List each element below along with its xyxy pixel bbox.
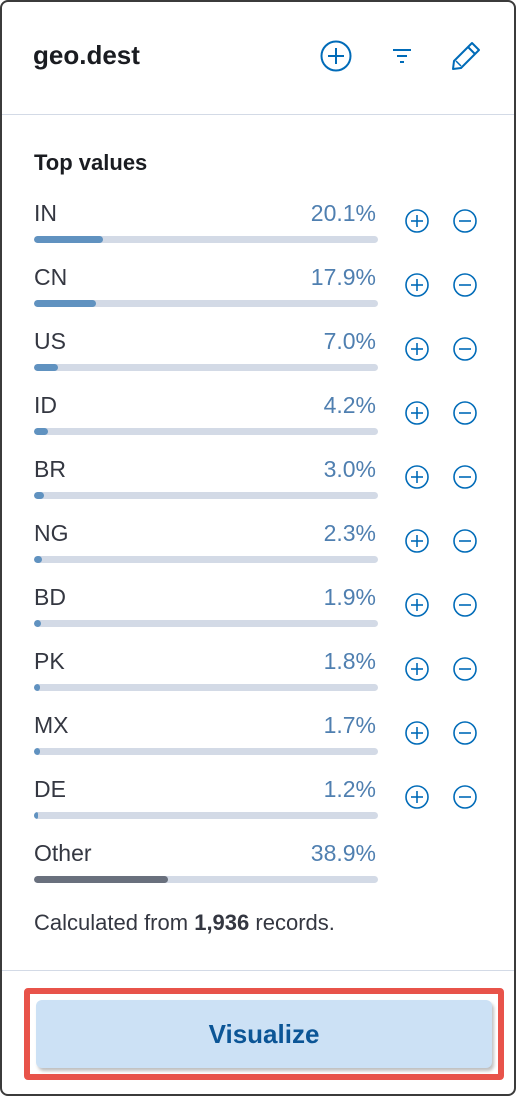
value-percent: 3.0% [323,456,376,482]
value-percent: 17.9% [310,264,376,290]
filter-for-value-button[interactable] [404,208,430,234]
filter-out-value-button[interactable] [452,272,478,298]
top-value-row: ID 4.2% [2,392,514,456]
filter-for-value-button[interactable] [404,336,430,362]
value-bar-track [34,236,378,243]
value-bar-track [34,428,378,435]
filter-out-value-button[interactable] [452,208,478,234]
filter-out-value-button[interactable] [452,656,478,682]
filter-button[interactable] [384,38,420,74]
filter-for-value-button[interactable] [404,592,430,618]
popover-header: geo.dest [2,2,514,115]
other-values-row: Other 38.9% [2,840,514,904]
filter-out-value-button[interactable] [452,336,478,362]
value-percent: 1.7% [323,712,376,738]
top-value-row: PK 1.8% [2,648,514,712]
top-value-row: US 7.0% [2,328,514,392]
value-percent: 1.8% [323,648,376,674]
filter-out-value-button[interactable] [452,720,478,746]
top-value-row: BR 3.0% [2,456,514,520]
filter-out-value-button[interactable] [452,528,478,554]
value-bar-track [34,556,378,563]
value-label: US [34,328,66,354]
value-bar-track [34,300,378,307]
value-label: IN [34,200,57,226]
value-bar-track [34,364,378,371]
popover-footer [2,970,514,1094]
top-value-row: DE 1.2% [2,776,514,840]
top-values-title: Top values [34,150,148,175]
value-bar-track [34,748,378,755]
footnote-prefix: Calculated from [34,910,189,935]
filter-for-value-button[interactable] [404,784,430,810]
top-value-row: CN 17.9% [2,264,514,328]
edit-field-button[interactable] [448,38,484,74]
records-footnote: Calculated from 1,936 records. [34,910,335,936]
value-label: NG [34,520,69,546]
filter-for-value-button[interactable] [404,720,430,746]
top-value-row: MX 1.7% [2,712,514,776]
filter-out-value-button[interactable] [452,400,478,426]
field-name: geo.dest [33,40,140,70]
value-bar-fill [34,620,41,627]
value-percent: 7.0% [323,328,376,354]
value-bar-track [34,620,378,627]
value-label: CN [34,264,68,290]
value-bar-track [34,492,378,499]
value-bar-fill [34,684,40,691]
filter-for-value-button[interactable] [404,528,430,554]
top-value-row: NG 2.3% [2,520,514,584]
filter-out-value-button[interactable] [452,592,478,618]
value-label: DE [34,776,66,802]
filter-for-value-button[interactable] [404,464,430,490]
top-value-row: IN 20.1% [2,200,514,264]
value-percent: 38.9% [310,840,376,866]
value-bar-fill [34,492,44,499]
value-bar-fill [34,300,96,307]
top-value-row: BD 1.9% [2,584,514,648]
value-bar-fill [34,748,40,755]
value-label: MX [34,712,69,738]
records-count: 1,936 [194,910,250,935]
value-bar-fill [34,876,168,883]
value-bar-track [34,684,378,691]
value-percent: 2.3% [323,520,376,546]
value-bar-fill [34,428,48,435]
filter-out-value-button[interactable] [452,784,478,810]
value-percent: 1.9% [323,584,376,610]
value-percent: 4.2% [323,392,376,418]
value-label: BR [34,456,66,482]
value-bar-track [34,876,378,883]
value-bar-fill [34,812,38,819]
pencil-icon [452,42,480,70]
value-bar-track [34,812,378,819]
plus-in-circle-icon [320,40,352,72]
filter-icon [393,49,411,63]
footnote-suffix: records. [255,910,335,935]
visualize-button[interactable]: Visualize [36,1000,492,1068]
filter-out-value-button[interactable] [452,464,478,490]
value-label: BD [34,584,66,610]
value-bar-fill [34,556,42,563]
value-bar-fill [34,236,103,243]
filter-for-value-button[interactable] [404,272,430,298]
value-label: ID [34,392,57,418]
value-percent: 20.1% [310,200,376,226]
value-label: PK [34,648,65,674]
value-bar-fill [34,364,58,371]
filter-for-value-button[interactable] [404,400,430,426]
add-field-button[interactable] [318,38,354,74]
value-percent: 1.2% [323,776,376,802]
filter-for-value-button[interactable] [404,656,430,682]
value-label: Other [34,840,92,866]
